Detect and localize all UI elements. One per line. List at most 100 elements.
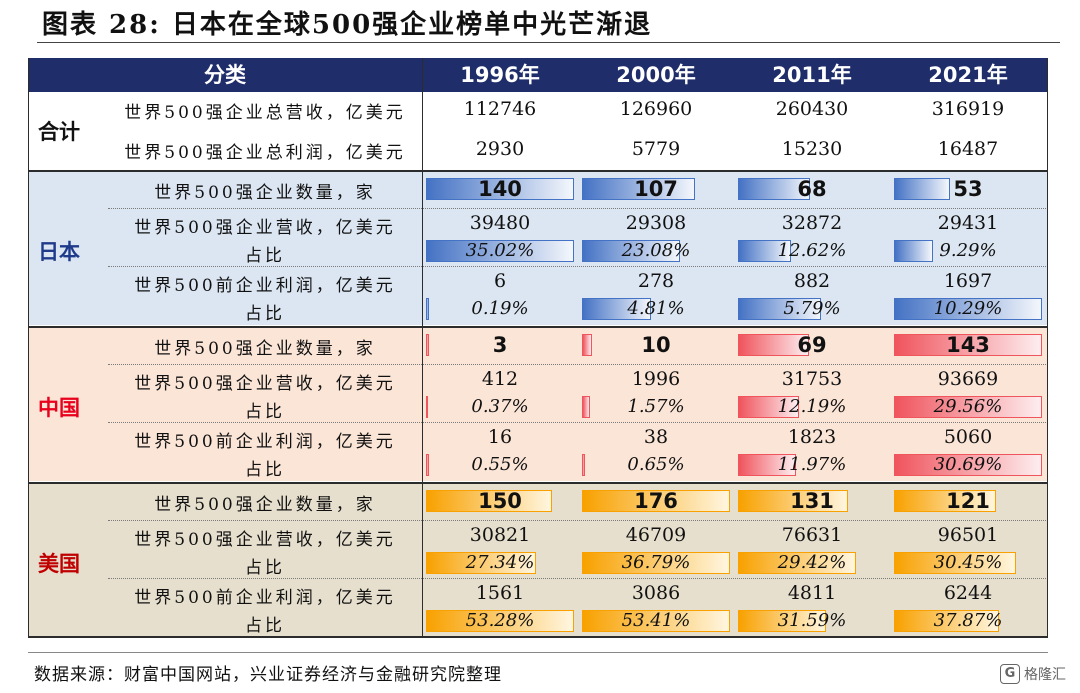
china-revenue-share-cell: 0.37%	[424, 394, 576, 420]
column-divider	[422, 58, 423, 638]
total-revenue-value: 126960	[619, 98, 693, 120]
total-revenue-value: 112746	[463, 98, 537, 120]
column-divider	[1047, 58, 1048, 638]
usa-revenue-cell: 76631	[736, 522, 888, 548]
row-label-china-count: 世界500强企业数量，家	[154, 339, 376, 359]
japan-revenue-share-databar	[894, 240, 934, 262]
china-profit-cell: 1823	[736, 424, 888, 450]
japan-revenue-share-value: 23.08%	[621, 240, 691, 261]
row-label-usa-count: 世界500强企业数量，家	[154, 495, 376, 515]
row-divider	[108, 208, 1048, 209]
japan-profit-cell: 278	[580, 268, 732, 294]
china-profit-value: 1823	[787, 426, 837, 448]
china-profit-share-cell: 0.55%	[424, 452, 576, 478]
usa-profit-share-value: 53.28%	[465, 610, 535, 631]
china-profit-share-databar	[738, 454, 796, 476]
row-divider	[108, 364, 1048, 365]
japan-profit-share-value: 4.81%	[627, 298, 685, 319]
header-year-1996: 1996年	[460, 63, 540, 87]
row-divider	[108, 266, 1048, 267]
usa-count-cell: 176	[580, 488, 732, 514]
japan-revenue-value: 29431	[937, 212, 999, 234]
japan-revenue-cell: 39480	[424, 210, 576, 236]
row-label-china-revenue: 世界500强企业营收，亿美元	[134, 374, 396, 394]
china-profit-cell: 16	[424, 424, 576, 450]
watermark-text: 格隆汇	[1024, 667, 1066, 683]
header-year-2000: 2000年	[616, 63, 696, 87]
title-divider	[37, 42, 1060, 43]
row-label-japan-revenue: 世界500强企业营收，亿美元	[134, 218, 396, 238]
row-divider	[108, 578, 1048, 579]
japan-count-databar	[426, 178, 574, 200]
total-profit-value: 5779	[631, 138, 681, 160]
usa-count-cell: 150	[424, 488, 576, 514]
row-label-japan-profit: 世界500前企业利润，亿美元	[134, 276, 396, 296]
band-china	[28, 328, 1048, 481]
row-label-usa-profit: 世界500前企业利润，亿美元	[134, 588, 396, 608]
total-profit-cell: 15230	[736, 136, 888, 162]
japan-revenue-share-databar	[582, 240, 680, 262]
total-revenue-value: 316919	[931, 98, 1005, 120]
data-table: 分类 1996年 2000年 2011年 2021年 合计 世界500强企业总营…	[28, 58, 1048, 638]
china-profit-share-value: 11.97%	[777, 454, 847, 475]
china-revenue-share-databar	[426, 396, 428, 418]
band-total	[28, 92, 1048, 169]
japan-profit-cell: 1697	[892, 268, 1044, 294]
group-name-japan: 日本	[38, 240, 80, 264]
usa-revenue-share-cell: 27.34%	[424, 550, 576, 576]
china-count-value: 10	[641, 333, 671, 357]
row-label-japan-revenue-share: 占比	[245, 246, 285, 266]
china-revenue-share-cell: 29.56%	[892, 394, 1044, 420]
japan-profit-share-databar	[582, 298, 652, 320]
usa-revenue-share-cell: 30.45%	[892, 550, 1044, 576]
china-count-databar	[582, 334, 593, 356]
source-note: 数据来源：财富中国网站，兴业证券经济与金融研究院整理	[34, 665, 502, 685]
usa-profit-value: 4811	[787, 582, 837, 604]
china-count-databar	[894, 334, 1042, 356]
usa-revenue-cell: 96501	[892, 522, 1044, 548]
watermark-logo-icon: G	[1000, 664, 1020, 684]
row-label-total-revenue: 世界500强企业总营收，亿美元	[124, 103, 406, 123]
china-profit-share-value: 0.65%	[627, 454, 685, 475]
usa-revenue-value: 96501	[937, 524, 999, 546]
china-count-value: 143	[946, 333, 990, 357]
row-label-china-profit: 世界500前企业利润，亿美元	[134, 432, 396, 452]
china-revenue-value: 31753	[781, 368, 843, 390]
china-profit-value: 16	[487, 426, 513, 448]
china-revenue-cell: 31753	[736, 366, 888, 392]
japan-revenue-cell: 32872	[736, 210, 888, 236]
usa-revenue-share-databar	[426, 552, 536, 574]
total-profit-value: 16487	[937, 138, 999, 160]
group-divider	[28, 326, 1048, 328]
japan-count-value: 53	[953, 177, 983, 201]
group-name-usa: 美国	[38, 552, 80, 576]
china-count-value: 69	[797, 333, 827, 357]
china-profit-share-cell: 30.69%	[892, 452, 1044, 478]
usa-profit-share-cell: 53.41%	[580, 608, 732, 634]
china-revenue-cell: 93669	[892, 366, 1044, 392]
row-label-japan-count: 世界500强企业数量，家	[154, 183, 376, 203]
japan-revenue-share-cell: 9.29%	[892, 238, 1044, 264]
usa-profit-share-value: 37.87%	[933, 610, 1003, 631]
china-profit-share-databar	[582, 454, 586, 476]
row-label-china-revenue-share: 占比	[245, 402, 285, 422]
table-header: 分类 1996年 2000年 2011年 2021年	[28, 58, 1048, 92]
usa-count-databar	[426, 490, 553, 512]
footer-divider	[28, 652, 1048, 653]
japan-count-cell: 53	[892, 176, 1044, 202]
china-revenue-cell: 412	[424, 366, 576, 392]
japan-count-value: 140	[478, 177, 522, 201]
china-count-cell: 143	[892, 332, 1044, 358]
usa-profit-cell: 3086	[580, 580, 732, 606]
row-label-usa-revenue: 世界500强企业营收，亿美元	[134, 530, 396, 550]
usa-count-databar	[738, 490, 849, 512]
usa-revenue-cell: 46709	[580, 522, 732, 548]
usa-profit-cell: 4811	[736, 580, 888, 606]
group-name-total: 合计	[38, 120, 80, 144]
china-profit-value: 5060	[943, 426, 993, 448]
usa-profit-share-value: 31.59%	[777, 610, 847, 631]
japan-profit-share-cell: 0.19%	[424, 296, 576, 322]
japan-count-cell: 68	[736, 176, 888, 202]
japan-revenue-share-cell: 12.62%	[736, 238, 888, 264]
usa-count-value: 150	[478, 489, 522, 513]
